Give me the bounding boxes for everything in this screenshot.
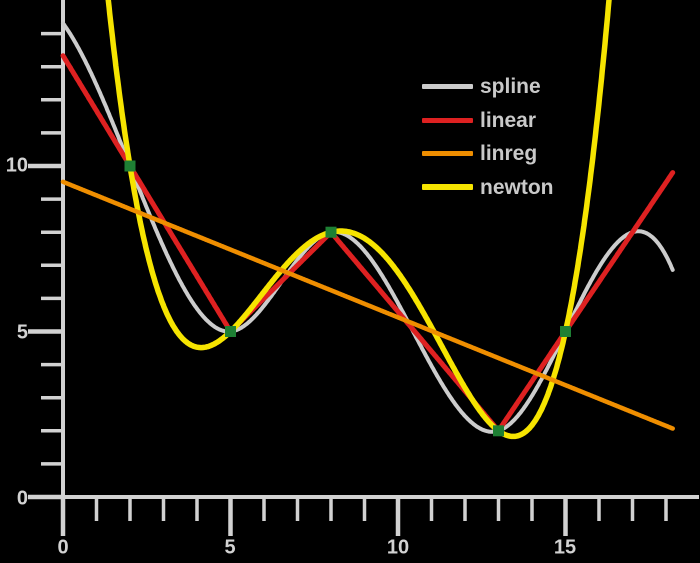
newton-curve (105, 0, 612, 440)
legend-label: linreg (480, 142, 538, 166)
newton-line-swatch (422, 184, 473, 191)
x-tick-label-15: 15 (553, 536, 577, 559)
data-point-marker (493, 425, 504, 437)
x-tick-label-5: 5 (224, 536, 236, 559)
x-tick-label-10: 10 (386, 536, 410, 559)
y-tick-label-0: 0 (16, 487, 28, 510)
spline-line-swatch (422, 84, 473, 90)
linear-line-swatch (422, 117, 473, 123)
data-point-marker (124, 160, 136, 172)
data-point-marker (225, 326, 236, 337)
legend-item-newton: newton (422, 171, 554, 205)
y-tick-label-10: 10 (5, 154, 28, 177)
x-tick-label-0: 0 (57, 536, 69, 559)
legend-item-linear: linear (422, 104, 554, 138)
legend: spline linear linreg newton (422, 70, 554, 204)
legend-label: linear (480, 108, 537, 132)
y-tick-label-5: 5 (16, 321, 28, 344)
linreg-line-swatch (422, 151, 473, 157)
legend-label: newton (480, 175, 554, 199)
legend-item-linreg: linreg (422, 137, 554, 171)
data-point-marker (560, 326, 571, 337)
linreg-curve (60, 179, 675, 431)
legend-label: spline (480, 75, 541, 99)
legend-item-spline: spline (422, 70, 554, 104)
data-point-marker (325, 226, 337, 238)
